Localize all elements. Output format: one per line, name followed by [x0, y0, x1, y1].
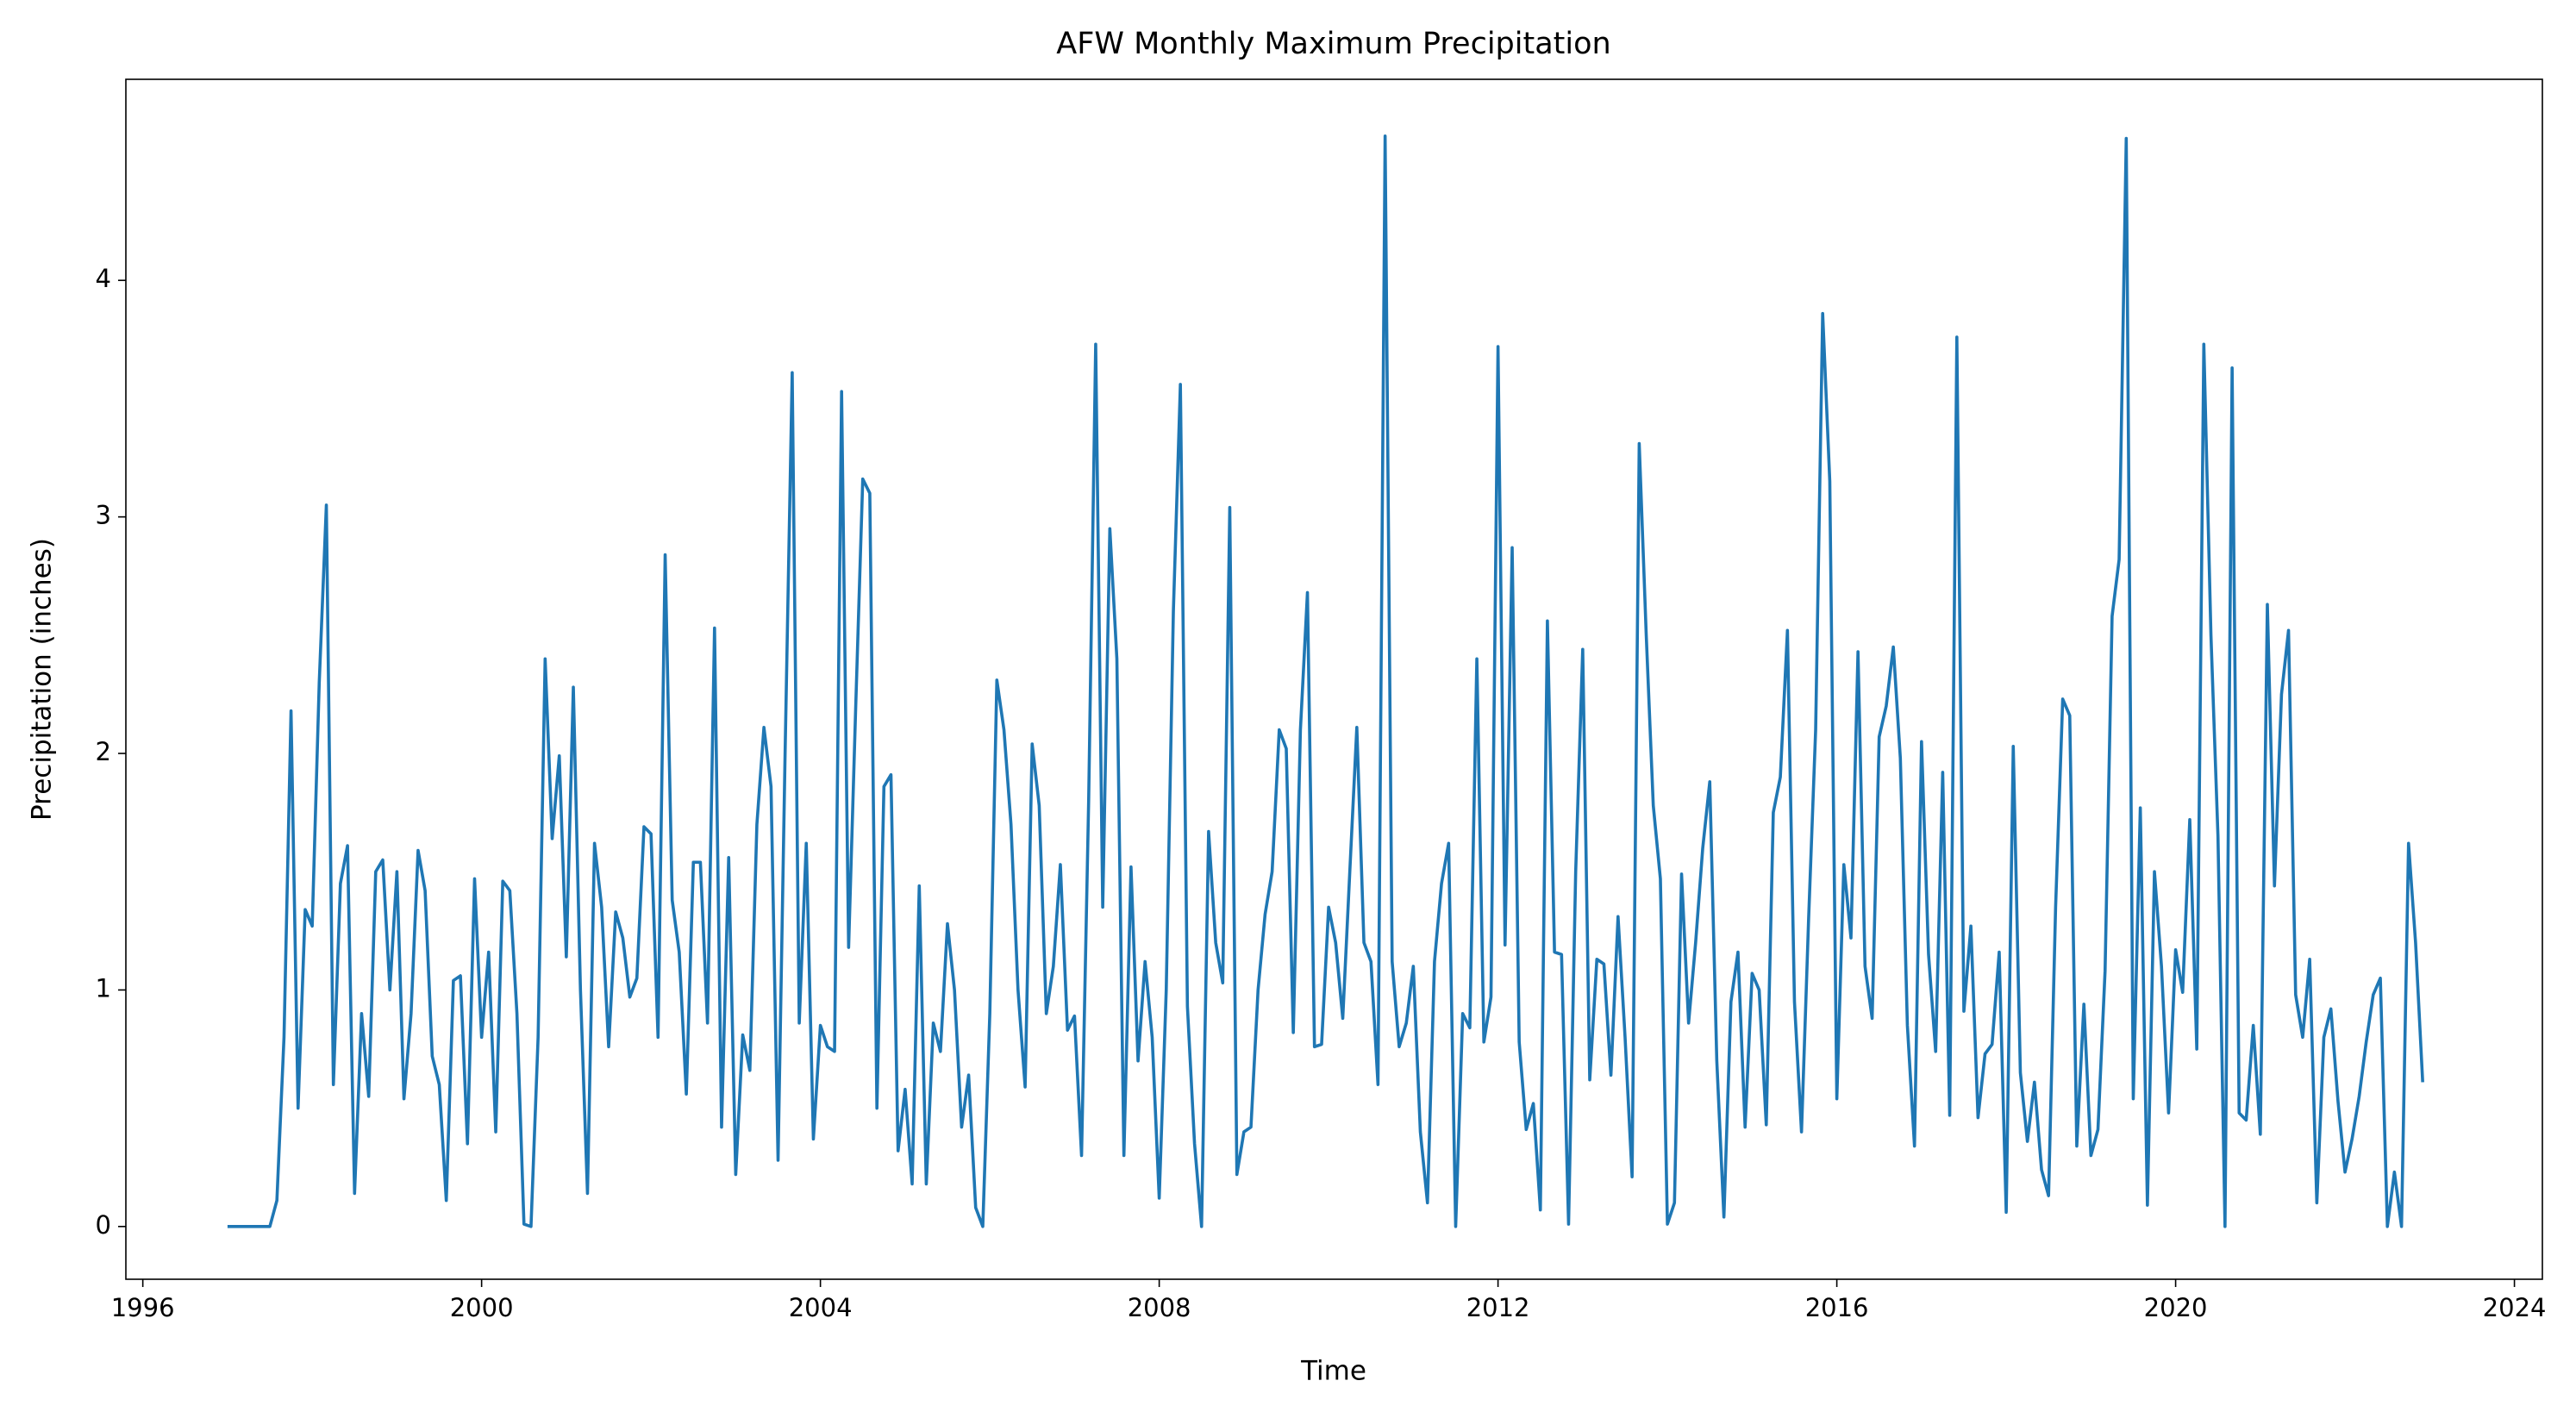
- x-tick-label: 1996: [111, 1293, 175, 1322]
- y-tick-label: 0: [96, 1210, 111, 1240]
- x-tick-label: 2024: [2483, 1293, 2547, 1322]
- y-axis-label: Precipitation (inches): [27, 538, 58, 821]
- y-tick-label: 4: [96, 264, 111, 293]
- y-tick-label: 1: [96, 973, 111, 1003]
- x-tick-label: 2016: [1805, 1293, 1869, 1322]
- y-tick-label: 2: [96, 737, 111, 766]
- x-tick-label: 2020: [2144, 1293, 2208, 1322]
- y-tick-label: 3: [96, 501, 111, 530]
- chart-title: AFW Monthly Maximum Precipitation: [1056, 27, 1610, 61]
- x-tick-label: 2012: [1466, 1293, 1530, 1322]
- data-line: [227, 134, 2424, 1228]
- x-tick-label: 2004: [789, 1293, 853, 1322]
- plot-frame: [125, 78, 2543, 1280]
- x-axis-label: Time: [1300, 1356, 1366, 1387]
- x-tick-label: 2008: [1128, 1293, 1191, 1322]
- x-tick-label: 2000: [450, 1293, 514, 1322]
